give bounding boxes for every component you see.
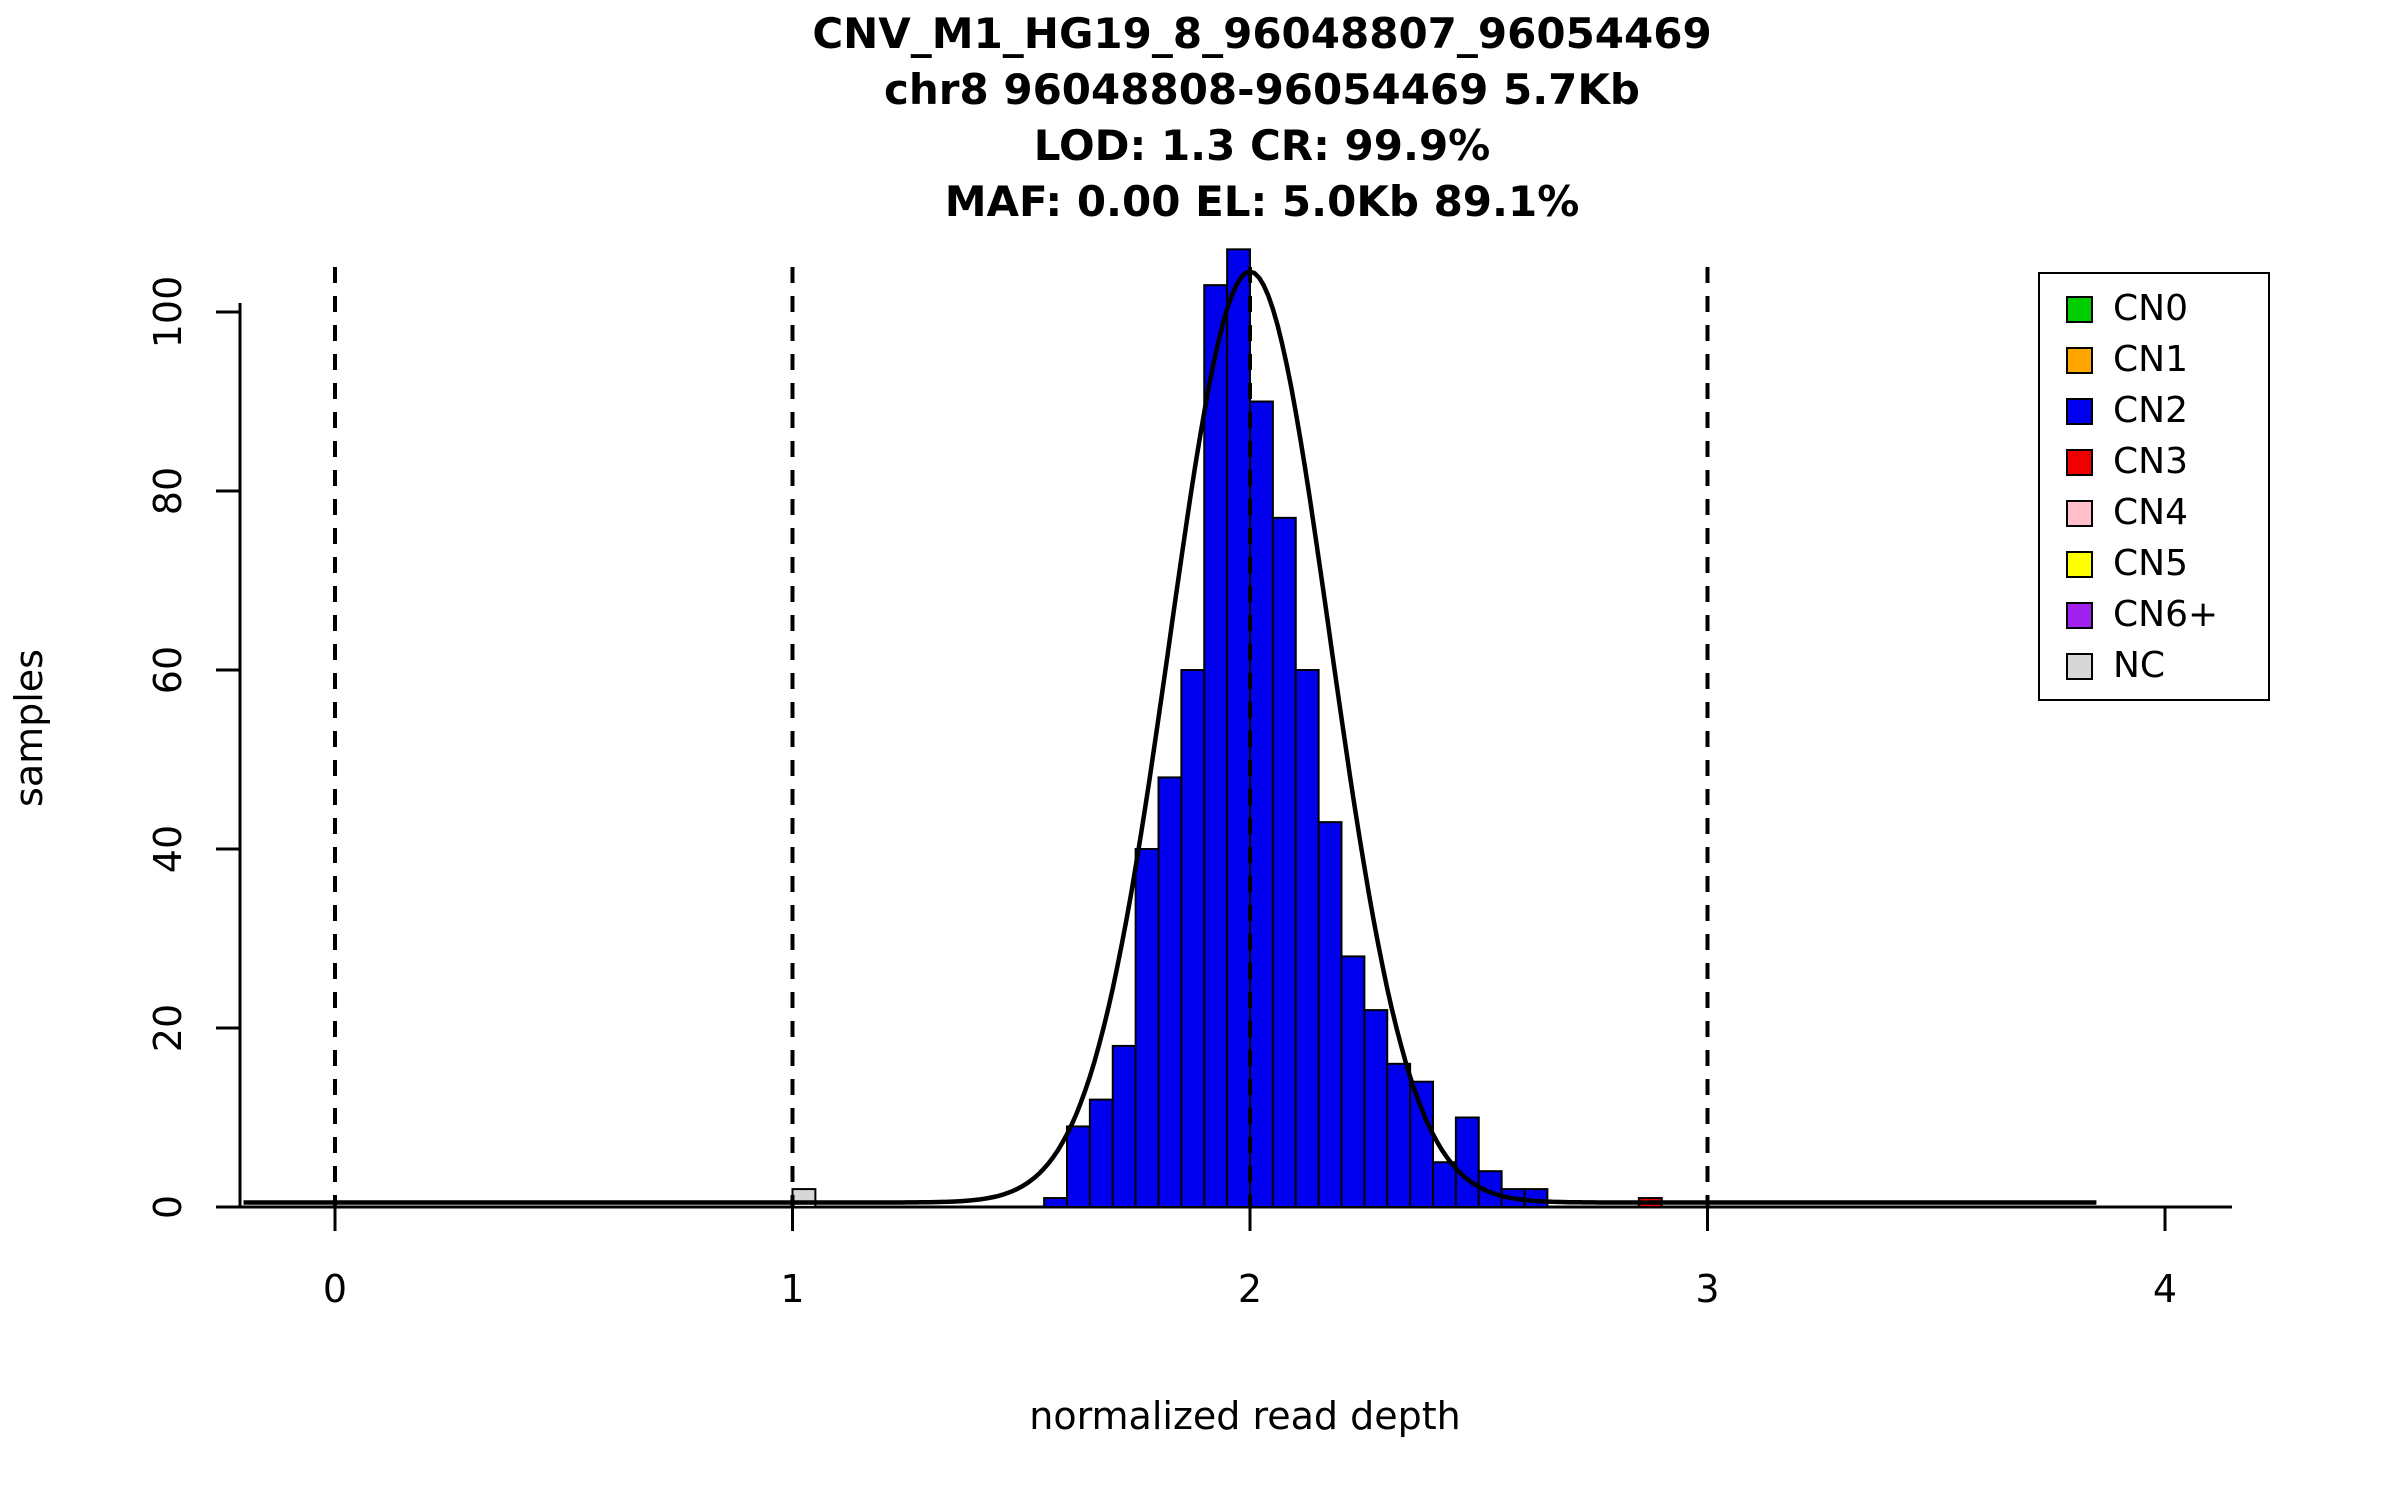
histogram-bar-CN2	[1157, 776, 1183, 1209]
legend-item: CN2	[2066, 392, 2268, 430]
y-tick-label: 40	[146, 825, 190, 873]
x-tick-label: 4	[2153, 1267, 2177, 1311]
histogram-bar-CN2	[1226, 248, 1251, 1209]
y-axis-label: samples	[7, 649, 51, 807]
histogram-bar-CN2	[1340, 955, 1366, 1209]
legend-label: CN1	[2113, 339, 2188, 380]
histogram-bar-CN2	[1249, 400, 1274, 1208]
histogram-bar-CN2	[1432, 1161, 1457, 1208]
legend-swatch-NC	[2066, 652, 2093, 680]
legend-label: CN4	[2113, 492, 2188, 533]
legend-item: CN6+	[2066, 596, 2268, 634]
histogram-bar-CN2	[1088, 1098, 1114, 1208]
legend-swatch-CN6+	[2066, 601, 2093, 629]
histogram-bar-CN2	[1363, 1009, 1389, 1208]
legend-swatch-CN0	[2066, 295, 2093, 323]
legend-label: CN2	[2113, 390, 2188, 431]
histogram-bar-CN2	[1317, 821, 1343, 1209]
legend: CN0 CN1 CN2 CN3 CN4 CN5 CN6+ NC	[2038, 272, 2270, 701]
x-tick-label: 0	[323, 1267, 347, 1311]
legend-swatch-CN5	[2066, 550, 2093, 578]
title-line-1: CNV_M1_HG19_8_96048807_96054469	[812, 9, 1711, 58]
title-line-2: chr8 96048808-96054469 5.7Kb	[884, 65, 1640, 114]
x-tick-label: 2	[1238, 1267, 1262, 1311]
y-tick-label: 20	[146, 1004, 190, 1052]
legend-item: CN3	[2066, 443, 2268, 481]
legend-item: NC	[2066, 647, 2268, 685]
histogram-bar-CN2	[1294, 669, 1320, 1208]
histogram-bar-CN2	[1134, 848, 1160, 1208]
legend-label: CN3	[2113, 441, 2188, 482]
legend-swatch-CN2	[2066, 397, 2093, 425]
legend-label: NC	[2113, 645, 2166, 686]
legend-item: CN0	[2066, 290, 2268, 328]
legend-label: CN0	[2113, 288, 2188, 329]
x-tick-label: 1	[780, 1267, 804, 1311]
title-line-3: LOD: 1.3 CR: 99.9%	[1034, 121, 1491, 170]
legend-label: CN6+	[2113, 594, 2219, 635]
histogram-bar-CN2	[1386, 1062, 1412, 1209]
legend-item: CN4	[2066, 494, 2268, 532]
histogram-bar-CN2	[1111, 1044, 1137, 1209]
histogram-bar-CN2	[1203, 284, 1229, 1208]
histogram-bar-CN2	[1180, 669, 1206, 1208]
legend-item: CN1	[2066, 341, 2268, 379]
y-tick-label: 100	[146, 276, 190, 349]
histogram-bar-CN2	[1066, 1125, 1091, 1208]
y-tick-label: 80	[146, 467, 190, 515]
x-tick-label: 3	[1695, 1267, 1719, 1311]
histogram-bar-CN2	[1271, 516, 1297, 1208]
legend-swatch-CN4	[2066, 499, 2093, 527]
histogram-bar-CN2	[1454, 1116, 1480, 1208]
histogram-bar-CN2	[1043, 1197, 1068, 1209]
legend-swatch-CN3	[2066, 448, 2093, 476]
histogram-bar-CN2	[1409, 1080, 1434, 1208]
title-line-4: MAF: 0.00 EL: 5.0Kb 89.1%	[945, 177, 1580, 226]
y-tick-label: 0	[146, 1195, 190, 1219]
legend-swatch-CN1	[2066, 346, 2093, 374]
legend-item: CN5	[2066, 545, 2268, 583]
y-tick-label: 60	[146, 646, 190, 694]
density-curve	[243, 269, 2097, 1205]
x-axis-label: normalized read depth	[1029, 1394, 1461, 1438]
legend-label: CN5	[2113, 543, 2188, 584]
